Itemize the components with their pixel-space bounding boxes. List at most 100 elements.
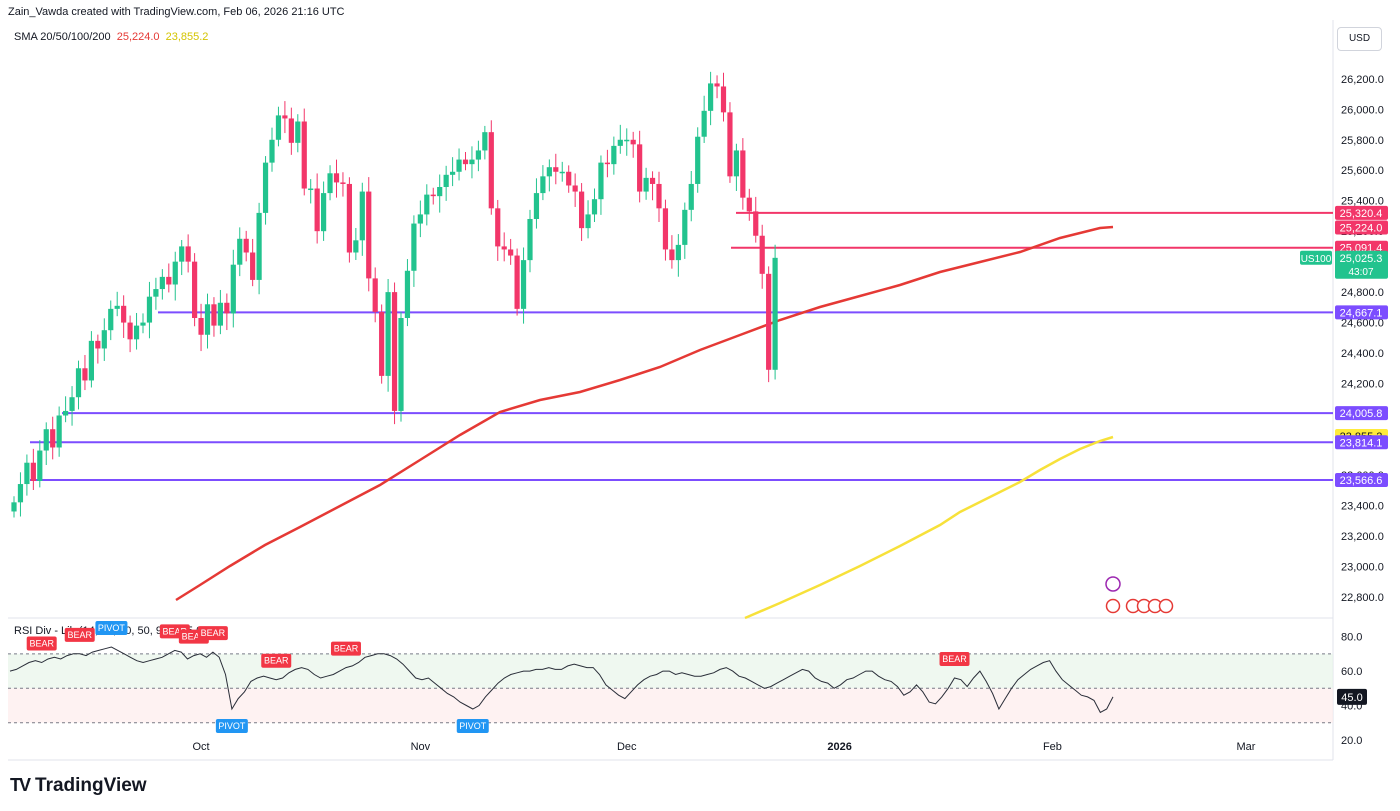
candle-body [127,322,133,340]
bear-candle [495,199,501,261]
candle-body [430,194,436,197]
bull-candle [682,202,688,259]
bear-marker [939,651,970,666]
candle-body [682,209,688,245]
chart-credit: Zain_Vawda created with TradingView.com,… [8,6,345,18]
level-tag [1335,220,1388,235]
candle-body [669,249,675,261]
bear-candle [759,224,765,289]
pivot-marker [215,718,248,733]
price-tick-label: 22,800.0 [1341,592,1384,604]
candle-body [237,238,243,265]
candle-body [37,450,43,481]
candle-body [95,340,101,349]
bull-candle [140,313,146,334]
candle-body [121,305,127,323]
bull-candle [527,209,533,273]
bull-candle [146,281,153,339]
price-tick-label: 24,400.0 [1341,348,1384,360]
bear-candle [649,171,656,201]
candle-body [488,132,494,209]
price-tick-label: 25,400.0 [1341,196,1384,208]
bull-candle [308,179,314,204]
bull-candle [617,124,623,154]
bear-candle [379,304,385,384]
candle-body [63,410,69,416]
price-tick-label: 23,400.0 [1341,500,1384,512]
candle-body [211,304,217,326]
price-tick-label: 25,600.0 [1341,165,1384,177]
candle-body [495,208,501,247]
rsi-value-tag [1337,688,1367,705]
price-tick-label: 26,200.0 [1341,74,1384,86]
bear-candle [372,267,378,323]
sma-label: SMA 20/50/100/200 [14,31,111,43]
sma-yellow-value: 23,855.2 [165,31,209,43]
bear-candle [488,120,494,215]
currency-button[interactable]: USD [1337,27,1382,51]
bull-candle [69,386,75,426]
candle-body [624,139,630,142]
bull-candle [237,227,243,277]
bull-candle [456,148,462,181]
bull-candle [611,136,617,175]
candle-body [649,177,656,184]
candle-body [269,139,275,163]
price-tick-label: 25,800.0 [1341,135,1384,147]
candle-body [708,83,714,111]
sma-legend[interactable]: SMA 20/50/100/200 25,224.0 23,855.2 [14,31,208,43]
bull-candle [159,269,165,300]
bear-candle [391,282,398,425]
us-flag-event-icon [1105,598,1121,614]
level-tag-label: 24,005.8 [1340,408,1383,420]
candle-body [572,185,578,192]
level-tag-label: 24,667.1 [1340,307,1383,319]
candle-body [153,289,159,297]
bear-candle [95,334,101,364]
candle-body [391,292,398,411]
bear-candle [198,303,204,352]
bull-candle [533,178,540,229]
bull-candle [262,156,269,225]
candle-body [598,162,604,200]
price-tick-label: 24,600.0 [1341,318,1384,330]
bull-candle [256,202,262,295]
time-tick-label: 2026 [827,741,851,753]
candle-body [159,276,165,290]
bear-candle [121,295,127,338]
candle-body [566,171,572,186]
candle-body [166,276,172,285]
tradingview-logo[interactable]: TV TradingView [10,775,147,797]
candle-body [198,318,204,335]
bear-candle [727,102,733,183]
bull-candle [43,422,49,466]
candle-body [385,292,391,376]
candle-body [224,302,230,314]
countdown-label: 43:07 [1348,267,1373,278]
candle-body [140,322,146,326]
bear-candle [508,238,514,265]
bull-candle [624,128,630,156]
candle-body [695,136,701,184]
bear-candle [630,131,636,158]
bear-candle [579,183,585,241]
candle-body [333,173,340,183]
bull-candle [172,251,178,301]
candle-body [753,211,759,236]
bull-candle [695,127,701,193]
bull-candle [701,95,707,143]
candle-body [179,246,185,262]
bull-candle [217,289,223,335]
marker-label: BEAR [942,654,967,664]
bull-candle [591,188,598,223]
bull-candle [321,181,327,241]
candle-body [475,150,481,160]
candle-body [617,139,623,146]
candle-body [288,118,294,143]
candle-body [411,223,417,271]
candle-body [533,193,540,219]
candle-body [217,302,223,326]
candle-body [353,240,359,253]
candle-body [146,296,153,323]
